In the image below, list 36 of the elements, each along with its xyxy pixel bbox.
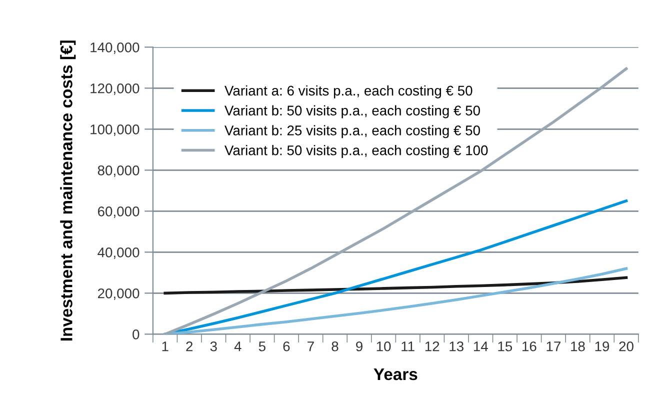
line-series (164, 67, 628, 334)
x-tick-label: 12 (425, 341, 440, 352)
x-tick-label: 11 (402, 342, 414, 352)
y-axis-title: Investment and maintenance costs [€] (60, 40, 76, 340)
x-tick-label: 17 (546, 342, 560, 352)
y-tick-label: 120,000 (90, 83, 140, 95)
x-tick-label: 4 (234, 342, 242, 352)
x-tick-label: 15 (498, 342, 512, 352)
x-tick-label: 13 (450, 341, 464, 352)
x-tick-label: 1 (162, 342, 168, 352)
legend-label: Variant a: 6 visits p.a., each costing € 50 (224, 85, 472, 98)
x-tick-label: 6 (283, 341, 290, 352)
x-axis-title: Years (374, 368, 418, 380)
x-tick-label: 19 (595, 341, 610, 352)
x-tick-label: 2 (186, 341, 193, 352)
x-tick-label: 10 (376, 341, 391, 352)
legend-label: Variant b: 25 visits p.a., each costing € 50 (224, 125, 480, 138)
x-tick-label: 5 (258, 342, 266, 352)
y-tick-label: 60,000 (98, 206, 140, 218)
y-tick-label: 0 (132, 329, 140, 340)
x-tick-label: 18 (571, 341, 585, 352)
line-series (164, 276, 628, 295)
y-tick-label: 20,000 (98, 288, 140, 300)
x-tick-label: 8 (332, 341, 338, 352)
x-tick-label: 3 (210, 341, 217, 352)
x-tick-label: 7 (308, 342, 314, 352)
y-tick-label: 100,000 (90, 124, 140, 136)
x-tick-label: 9 (356, 341, 362, 352)
y-tick-label: 40,000 (98, 247, 140, 259)
legend-label: Variant b: 50 visits p.a., each costing € 100 (224, 145, 488, 158)
x-tick-label: 16 (522, 341, 536, 352)
y-tick-label: 80,000 (98, 165, 140, 177)
x-tick-label: 14 (474, 342, 488, 352)
y-tick-label: 140,000 (90, 42, 140, 54)
x-tick-label: 20 (619, 341, 634, 352)
legend-label: Variant b: 50 visits p.a., each costing € 50 (224, 105, 480, 118)
